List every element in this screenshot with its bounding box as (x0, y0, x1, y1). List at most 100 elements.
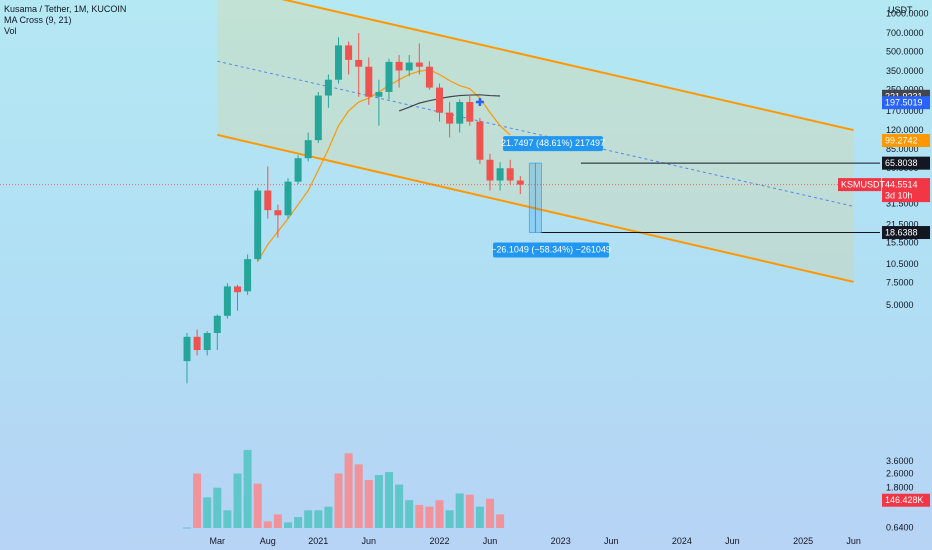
price-tag-label: 65.8038 (885, 158, 918, 168)
volume-bar-15 (334, 473, 343, 528)
candle-body-7 (254, 190, 262, 260)
candle-body-2 (203, 333, 211, 351)
candle-body-3 (213, 315, 221, 334)
candle-body-1 (193, 336, 201, 351)
candle-body-5 (234, 286, 241, 293)
price-tick-label: 15.5000 (886, 238, 919, 248)
time-tick-label: 2024 (672, 536, 692, 546)
time-tick-label: Aug (260, 536, 276, 546)
price-tick-label: 0.6400 (886, 523, 914, 533)
ma-fast-line (257, 69, 511, 262)
price-tick-label: 21.5000 (886, 220, 919, 230)
volume-bar-30 (486, 498, 494, 528)
price-tick-label: 3.6000 (886, 456, 914, 466)
price-tag-label: 18.6388 (885, 228, 918, 238)
candle-body-29 (476, 121, 484, 160)
volume-bar-6 (243, 449, 252, 528)
candle-body-31 (496, 168, 504, 181)
volume-bar-1 (193, 473, 202, 528)
price-tick-label: 5.0000 (886, 300, 914, 310)
volume-bar-27 (455, 493, 464, 528)
candle-body-4 (223, 286, 231, 316)
volume-bar-9 (273, 514, 282, 528)
volume-bar-13 (314, 510, 323, 528)
ma-cross-marker (475, 98, 484, 107)
price-tag-bg-1 (882, 96, 930, 110)
symbol-tag: KSMUSDT (841, 180, 886, 190)
volume-bar-12 (304, 510, 313, 528)
volume-bar-21 (395, 484, 404, 528)
price-tick-label: 1000.0000 (886, 9, 929, 19)
time-tick-label: Jun (362, 536, 377, 546)
volume-bar-5 (233, 473, 242, 528)
volume-bar-2 (203, 497, 212, 528)
candle-body-13 (314, 95, 322, 141)
price-tag-bg-2 (882, 134, 930, 148)
channel-mid-line (217, 60, 854, 207)
candle-body-27 (456, 102, 464, 124)
volume-bar-8 (263, 521, 272, 528)
candle-body-17 (355, 59, 363, 67)
time-tick-label: Jun (846, 536, 861, 546)
time-tick-label: Jun (483, 536, 498, 546)
volume-bar-11 (294, 517, 303, 528)
price-range-down-label: −26.1049 (−58.34%) −261049 (491, 245, 611, 255)
candle-body-21 (395, 61, 403, 71)
volume-bar-28 (465, 494, 474, 528)
price-tick-label: 31.5000 (886, 199, 919, 209)
price-tick-label: 85.0000 (886, 144, 919, 154)
time-tick-label: Jun (604, 536, 619, 546)
volume-bar-7 (253, 483, 262, 528)
chart-legend: Kusama / Tether, 1M, KUCOIN MA Cross (9,… (4, 4, 126, 37)
ma-slow-line (398, 94, 501, 112)
price-range-up-label: 21.7497 (48.61%) 217497 (501, 138, 605, 148)
time-tick-label: 2023 (551, 536, 571, 546)
price-tick-label: 7.5000 (886, 278, 914, 288)
volume-bar-3 (213, 487, 222, 528)
candle-body-32 (506, 168, 514, 181)
price-tick-label: 700.0000 (886, 28, 924, 38)
symbol-tag-bg (838, 178, 881, 192)
volume-bar-31 (496, 514, 505, 528)
time-tick-label: 2021 (308, 536, 328, 546)
candle-body-24 (425, 66, 433, 88)
volume-bar-0 (183, 527, 191, 529)
legend-volume[interactable]: Vol (4, 26, 17, 36)
volume-bar-16 (344, 453, 353, 528)
legend-symbol[interactable]: Kusama / Tether, 1M, KUCOIN (4, 4, 127, 14)
price-tick-label: 500.0000 (886, 47, 924, 57)
candle-body-19 (375, 91, 383, 97)
volume-bar-4 (223, 510, 232, 528)
price-tick-label: 2.6000 (886, 469, 914, 479)
volume-bar-10 (284, 522, 292, 528)
price-tick-label: 10.5000 (886, 259, 919, 269)
candle-body-18 (365, 66, 373, 97)
price-tag-bg-5 (882, 226, 930, 240)
price-tag-label: 99.2742 (885, 136, 918, 146)
candle-body-22 (405, 62, 413, 71)
volume-bar-24 (425, 506, 434, 528)
channel-upper-line (281, 0, 854, 132)
volume-bar-25 (435, 500, 444, 528)
price-range-up-bg (503, 136, 603, 152)
price-range-down-bg (493, 242, 609, 258)
candle-body-33 (516, 180, 524, 185)
candle-body-14 (324, 79, 332, 96)
price-tick-label: 120.0000 (886, 125, 924, 135)
volume-bar-22 (405, 500, 414, 528)
candle-body-10 (284, 181, 292, 216)
price-axis-unit: USDT (888, 5, 913, 15)
volume-tag: 146.428K (885, 495, 924, 505)
legend-ma-cross[interactable]: MA Cross (9, 21) (4, 15, 72, 25)
price-tick-label: 1.8000 (886, 483, 914, 493)
volume-bar-23 (415, 504, 424, 528)
candle-body-9 (274, 210, 282, 216)
candle-body-26 (446, 112, 454, 124)
volume-tag-bg (882, 493, 930, 507)
candle-body-0 (183, 336, 191, 362)
candle-body-30 (486, 159, 494, 181)
price-tag-label: 197.5019 (885, 98, 923, 108)
price-tag-bg-4 (882, 178, 930, 203)
